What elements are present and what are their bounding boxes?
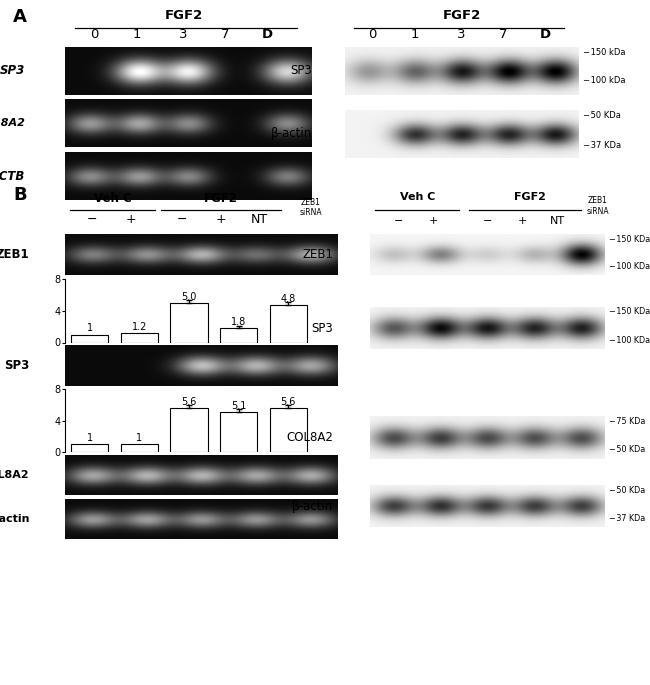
Text: −: − — [87, 212, 98, 225]
Text: ACTB: ACTB — [0, 170, 25, 182]
Bar — [72, 335, 109, 342]
Text: 1: 1 — [410, 28, 419, 41]
Text: ─ 100 KDa: ─ 100 KDa — [609, 336, 650, 345]
Bar — [270, 305, 307, 342]
Text: FGF2: FGF2 — [514, 192, 545, 202]
Text: −: − — [394, 216, 403, 225]
Text: 1: 1 — [136, 433, 142, 443]
Text: 1: 1 — [86, 323, 93, 334]
Text: 7: 7 — [499, 28, 508, 41]
Text: D: D — [540, 28, 551, 41]
Text: +: + — [518, 216, 527, 225]
Text: FGF2: FGF2 — [164, 9, 203, 22]
Text: −: − — [177, 212, 188, 225]
Text: COL8A2: COL8A2 — [286, 432, 333, 444]
Bar — [170, 408, 208, 452]
Text: 5.6: 5.6 — [281, 397, 296, 407]
Bar — [270, 408, 307, 452]
Text: SP3: SP3 — [290, 64, 312, 77]
Text: ─ 150 kDa: ─ 150 kDa — [583, 48, 626, 57]
Text: β-actin: β-actin — [292, 500, 333, 512]
Text: ─ 50 KDa: ─ 50 KDa — [609, 486, 645, 495]
Text: +: + — [215, 212, 226, 225]
Text: 1.2: 1.2 — [132, 322, 147, 332]
Text: 3: 3 — [179, 28, 188, 41]
Text: ─ 150 KDa: ─ 150 KDa — [609, 235, 650, 244]
Text: 3: 3 — [457, 28, 466, 41]
Text: −: − — [483, 216, 492, 225]
Text: β-actin: β-actin — [270, 127, 312, 140]
Bar — [170, 303, 208, 342]
Bar — [121, 445, 158, 452]
Bar — [121, 333, 158, 342]
Text: D: D — [262, 28, 273, 41]
Text: β-actin: β-actin — [0, 514, 29, 524]
Text: 1.8: 1.8 — [231, 317, 246, 327]
Text: ─ 50 KDa: ─ 50 KDa — [583, 111, 621, 120]
Text: ─ 37 KDa: ─ 37 KDa — [583, 141, 621, 150]
Text: 4.8: 4.8 — [281, 293, 296, 303]
Text: FGF2: FGF2 — [203, 192, 237, 205]
Text: B: B — [13, 186, 27, 204]
Text: ZEB1
siRNA: ZEB1 siRNA — [586, 197, 609, 216]
Bar — [72, 445, 109, 452]
Text: 7: 7 — [221, 28, 230, 41]
Text: ZEB1: ZEB1 — [302, 249, 333, 261]
Text: ─ 100 KDa: ─ 100 KDa — [609, 262, 650, 271]
Text: ─ 37 KDa: ─ 37 KDa — [609, 514, 645, 523]
Text: 0: 0 — [369, 28, 377, 41]
Text: ZEB1: ZEB1 — [0, 249, 29, 261]
Bar — [220, 412, 257, 452]
Text: 5.6: 5.6 — [181, 397, 197, 407]
Text: NT: NT — [250, 212, 267, 225]
Text: Veh C: Veh C — [94, 192, 132, 205]
Text: NT: NT — [550, 216, 566, 225]
Text: SP3: SP3 — [311, 322, 333, 334]
Text: COL8A2: COL8A2 — [0, 470, 29, 479]
Text: FGF2: FGF2 — [443, 9, 480, 22]
Text: A: A — [13, 8, 27, 26]
Text: ─ 100 kDa: ─ 100 kDa — [583, 75, 626, 85]
Text: 5.1: 5.1 — [231, 401, 246, 411]
Text: +: + — [125, 212, 136, 225]
Text: COL8A2: COL8A2 — [0, 119, 25, 128]
Text: SP3: SP3 — [0, 64, 25, 77]
Bar — [220, 328, 257, 342]
Text: ─ 50 KDa: ─ 50 KDa — [609, 445, 645, 454]
Text: ─ 75 KDa: ─ 75 KDa — [609, 417, 645, 426]
Text: 1: 1 — [133, 28, 141, 41]
Text: ZEB1
siRNA: ZEB1 siRNA — [300, 198, 322, 217]
Text: 5.0: 5.0 — [181, 292, 197, 302]
Text: 0: 0 — [90, 28, 99, 41]
Text: ─ 150 KDa: ─ 150 KDa — [609, 308, 650, 316]
Text: SP3: SP3 — [5, 360, 29, 372]
Text: 1: 1 — [86, 433, 93, 443]
Text: Veh C: Veh C — [400, 192, 435, 202]
Text: +: + — [429, 216, 438, 225]
